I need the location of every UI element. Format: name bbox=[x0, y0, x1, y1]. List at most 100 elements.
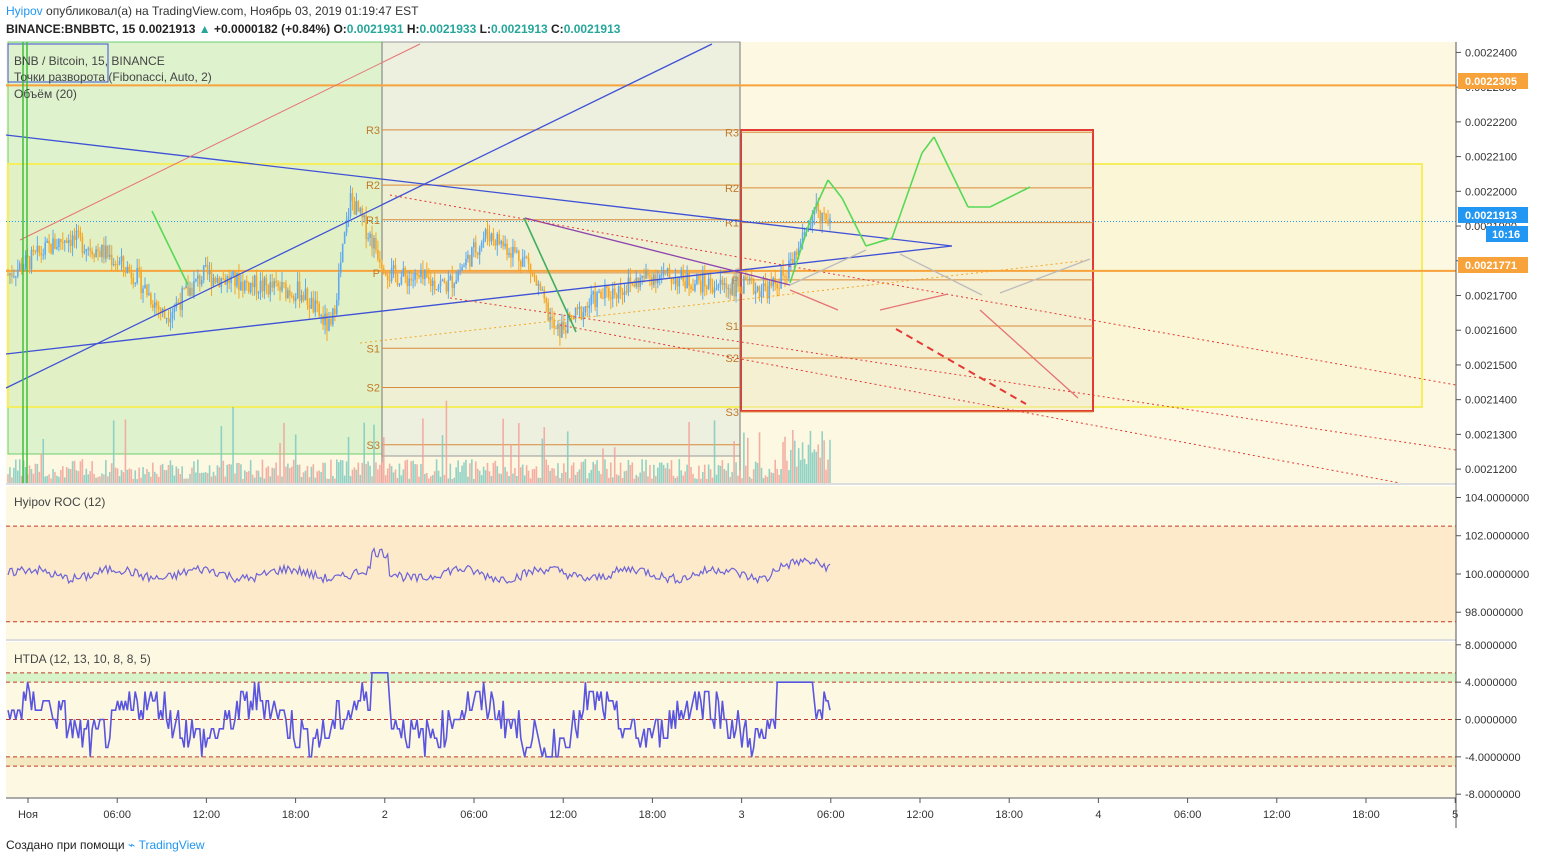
volume-bar bbox=[220, 426, 223, 483]
price-tick-label: 0.0022100 bbox=[1465, 152, 1517, 164]
candle-body bbox=[615, 294, 618, 299]
candle-body bbox=[604, 286, 606, 299]
author-link[interactable]: Hyipov bbox=[6, 4, 43, 18]
candle-body bbox=[496, 234, 499, 246]
candle-body bbox=[351, 193, 354, 202]
candle-body bbox=[371, 233, 373, 249]
volume-bar bbox=[412, 460, 414, 483]
candle-body bbox=[768, 281, 771, 299]
roc-band-fill bbox=[6, 526, 1456, 622]
volume-bar bbox=[236, 463, 238, 483]
volume-bar bbox=[216, 465, 219, 483]
volume-bar bbox=[435, 459, 438, 483]
volume-bar bbox=[7, 474, 9, 483]
volume-bar bbox=[343, 475, 346, 483]
candle-body bbox=[71, 235, 74, 247]
volume-bar bbox=[404, 460, 407, 483]
candle-body bbox=[18, 263, 21, 270]
candle-body bbox=[766, 285, 769, 299]
volume-bar bbox=[304, 470, 307, 483]
candle-body bbox=[367, 237, 369, 239]
volume-bar bbox=[656, 467, 659, 483]
candle-body bbox=[394, 265, 397, 275]
candle-body bbox=[242, 281, 244, 291]
candle-body bbox=[725, 283, 728, 289]
candle-body bbox=[138, 267, 140, 270]
candle-body bbox=[287, 290, 289, 299]
volume-bar bbox=[424, 473, 426, 483]
volume-bar bbox=[563, 463, 565, 483]
price-axes: Ноя 06:00 12:00 18:00 2 06:00 12:00 18:00 3 06:00… bbox=[18, 47, 1529, 821]
volume-bar bbox=[351, 469, 354, 483]
volume-bar bbox=[559, 478, 561, 483]
candle-body bbox=[596, 292, 598, 308]
candle-body bbox=[739, 286, 741, 293]
green-scenario-arrow bbox=[933, 136, 969, 208]
volume-bar bbox=[635, 474, 638, 483]
volume-bar bbox=[770, 472, 773, 483]
volume-bar bbox=[222, 460, 225, 483]
volume-bar bbox=[328, 478, 330, 483]
volume-bar bbox=[261, 459, 264, 483]
candle-body bbox=[54, 238, 56, 249]
volume-bar bbox=[212, 471, 215, 483]
volume-bar bbox=[429, 476, 432, 483]
candle-body bbox=[733, 282, 735, 297]
roc-tick-label: 102.0000000 bbox=[1465, 531, 1529, 543]
volume-bar bbox=[128, 468, 131, 483]
volume-bar bbox=[784, 436, 786, 483]
volume-bar bbox=[355, 469, 358, 483]
volume-bar bbox=[416, 464, 418, 483]
volume-bar bbox=[263, 478, 266, 483]
volume-bar bbox=[332, 475, 334, 483]
candle-body bbox=[592, 291, 594, 295]
purple-wedge-line bbox=[524, 217, 791, 286]
volume-bar bbox=[760, 467, 763, 483]
volume-bar bbox=[283, 422, 285, 483]
green-scenario-arrow bbox=[827, 179, 843, 199]
candle-body bbox=[441, 279, 444, 281]
candle-body bbox=[271, 281, 274, 288]
volume-bar bbox=[349, 476, 352, 483]
roc-tick-label: 100.0000000 bbox=[1465, 569, 1529, 581]
green-scenario-arrow bbox=[865, 237, 893, 247]
candle-body bbox=[73, 235, 76, 240]
volume-bar bbox=[643, 471, 645, 483]
volume-bar bbox=[277, 475, 279, 483]
volume-bar bbox=[289, 468, 291, 483]
candle-body bbox=[60, 238, 62, 243]
candle-body bbox=[829, 218, 831, 224]
volume-bar bbox=[549, 470, 551, 483]
volume-bar bbox=[504, 467, 506, 483]
candle-body bbox=[289, 290, 291, 296]
volume-bar bbox=[63, 477, 66, 483]
volume-bar bbox=[750, 478, 753, 483]
candle-body bbox=[67, 239, 70, 243]
tradingview-link[interactable]: TradingView bbox=[138, 838, 205, 852]
volume-bar bbox=[310, 466, 313, 483]
candle-body bbox=[128, 266, 131, 271]
volume-bar bbox=[56, 475, 58, 483]
volume-bar bbox=[202, 472, 205, 483]
candle-body bbox=[476, 252, 479, 256]
volume-bar bbox=[807, 444, 810, 483]
candle-body bbox=[310, 297, 313, 309]
volume-bar bbox=[670, 460, 673, 483]
volume-bar bbox=[167, 464, 170, 483]
volume-bar bbox=[588, 472, 591, 483]
blue-trendline-falling bbox=[5, 134, 953, 247]
candle-body bbox=[218, 277, 221, 287]
volume-bar bbox=[122, 472, 125, 483]
pivot-label-p: P bbox=[373, 268, 380, 280]
volume-bar bbox=[731, 472, 733, 483]
volume-bar bbox=[762, 478, 765, 483]
candle-body bbox=[533, 274, 536, 278]
candle-body bbox=[750, 278, 753, 280]
volume-bar bbox=[214, 475, 217, 483]
volume-bar bbox=[713, 420, 716, 483]
volume-bar bbox=[18, 459, 21, 483]
candle-body bbox=[439, 280, 442, 287]
candle-body bbox=[99, 251, 101, 257]
candle-body bbox=[197, 275, 199, 279]
